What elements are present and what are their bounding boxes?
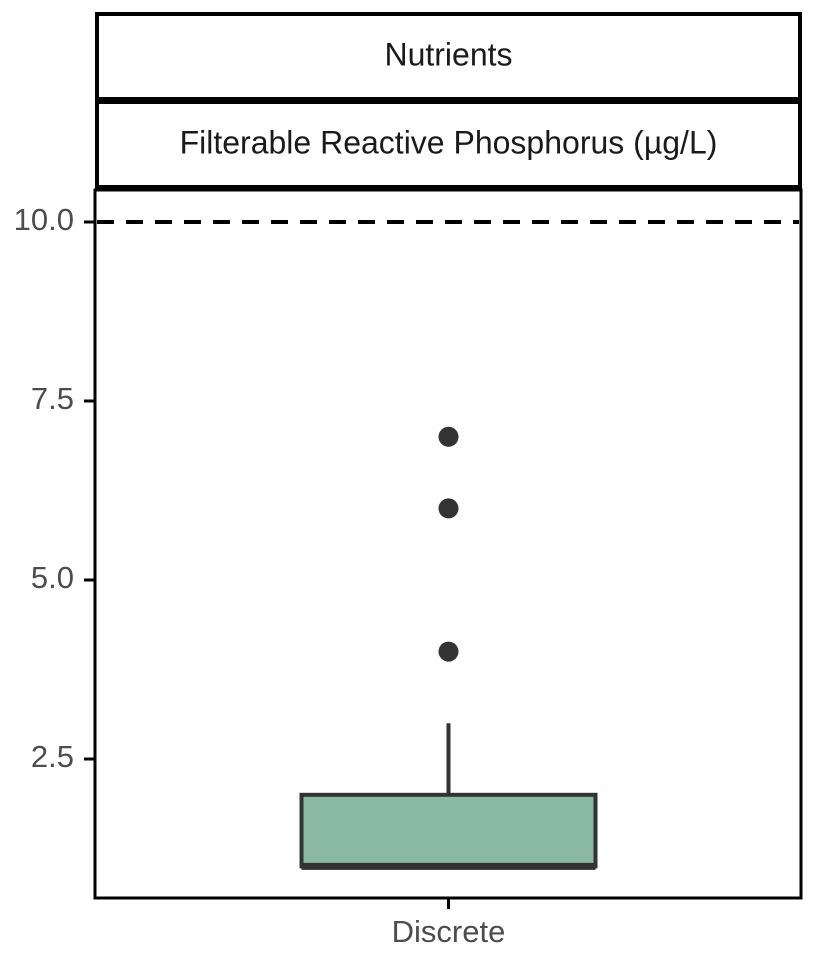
plot-panel <box>93 188 803 900</box>
facet-strip-1: Nutrients <box>95 12 802 101</box>
y-tick-label-4: 10.0 <box>14 202 74 237</box>
outlier-point-3 <box>438 426 459 447</box>
facet-strip-2-box <box>95 100 802 189</box>
facet-strip-1-box <box>95 12 802 101</box>
y-tick-label-1: 2.5 <box>31 739 74 774</box>
box-layer <box>299 426 598 870</box>
facet-strip-1-label: Nutrients <box>384 36 512 72</box>
y-tick-label-2: 5.0 <box>31 560 74 595</box>
box-iqr <box>299 792 598 869</box>
axis-layer: 2.5 5.0 7.5 10.0 Discrete <box>14 202 506 949</box>
outlier-point-1 <box>438 641 459 662</box>
outlier-point-2 <box>438 498 459 519</box>
facet-strip-2: Filterable Reactive Phosphorus (µg/L) <box>95 100 802 189</box>
y-tick-label-3: 7.5 <box>31 381 74 416</box>
x-tick-label-1: Discrete <box>392 914 506 949</box>
facet-strip-2-label: Filterable Reactive Phosphorus (µg/L) <box>180 124 718 160</box>
